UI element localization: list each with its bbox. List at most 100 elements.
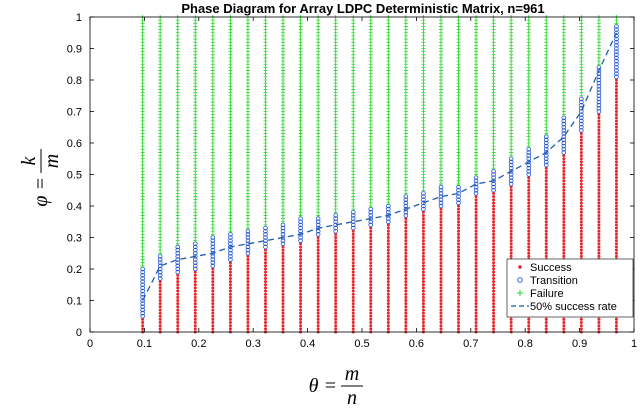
success-point — [457, 305, 461, 309]
success-point — [544, 179, 548, 183]
success-point — [579, 150, 583, 154]
success-point — [527, 229, 531, 233]
transition-point — [140, 272, 145, 278]
x-tick-label: 0.3 — [246, 338, 261, 350]
y-tick-label: 0.5 — [67, 170, 82, 182]
success-point — [316, 242, 320, 246]
success-point — [614, 138, 618, 142]
success-point — [263, 276, 267, 280]
success-point — [404, 217, 408, 221]
success-point — [597, 239, 601, 243]
success-point — [457, 207, 461, 211]
success-point — [404, 321, 408, 325]
success-point — [386, 292, 390, 296]
success-point — [527, 176, 531, 180]
success-point — [544, 223, 548, 227]
success-point — [474, 324, 478, 328]
success-point — [404, 314, 408, 318]
success-point — [562, 166, 566, 170]
success-point — [509, 232, 513, 236]
success-point — [281, 286, 285, 290]
success-point — [509, 213, 513, 217]
success-point — [579, 154, 583, 158]
transition-point — [438, 197, 444, 203]
success-point — [158, 292, 162, 296]
success-point — [246, 254, 250, 258]
success-point — [351, 245, 355, 249]
transition-point — [614, 58, 619, 64]
success-point — [509, 236, 513, 239]
success-point — [509, 207, 513, 211]
success-point — [369, 226, 373, 230]
success-point — [404, 283, 408, 287]
success-point — [281, 324, 285, 328]
success-point — [474, 201, 478, 205]
success-point — [474, 292, 478, 296]
success-point — [614, 103, 618, 107]
success-point — [544, 166, 548, 170]
success-point — [281, 264, 285, 268]
success-point — [562, 251, 566, 255]
success-point — [369, 276, 373, 280]
success-point — [492, 213, 496, 217]
transition-point — [263, 228, 268, 234]
success-point — [492, 220, 496, 224]
success-point — [369, 295, 373, 299]
success-point — [281, 289, 285, 293]
success-point — [579, 166, 583, 170]
success-point — [457, 242, 461, 246]
success-point — [492, 229, 496, 233]
success-point — [369, 254, 373, 258]
success-point — [351, 308, 355, 312]
transition-point — [596, 93, 602, 99]
success-point — [457, 232, 461, 236]
success-point — [211, 276, 215, 280]
transition-point — [315, 222, 321, 228]
success-point — [158, 295, 162, 299]
success-point — [316, 292, 320, 296]
success-point — [509, 321, 513, 325]
success-point — [334, 295, 338, 299]
success-point — [562, 242, 566, 246]
success-point — [176, 324, 180, 328]
success-point — [211, 317, 215, 321]
success-point — [369, 232, 373, 236]
success-point — [474, 210, 478, 214]
success-point — [299, 327, 303, 331]
success-point — [281, 314, 285, 318]
success-point — [439, 226, 443, 230]
transition-point — [473, 178, 479, 184]
success-point — [579, 254, 583, 258]
success-point — [176, 299, 180, 302]
success-point — [457, 251, 461, 255]
success-point — [316, 245, 320, 249]
success-point — [439, 236, 443, 239]
legend-success-label: Success — [530, 262, 572, 274]
success-point — [579, 147, 583, 151]
transition-point — [543, 147, 549, 152]
success-point — [579, 138, 583, 142]
success-point — [579, 191, 583, 195]
success-point — [334, 270, 338, 274]
success-point — [474, 232, 478, 236]
success-point — [386, 226, 390, 230]
success-point — [614, 201, 618, 205]
transition-point — [210, 260, 216, 266]
success-point — [492, 191, 496, 195]
success-point — [351, 242, 355, 246]
success-point — [614, 232, 618, 236]
success-point — [597, 220, 601, 224]
success-point — [263, 261, 267, 265]
success-point — [614, 125, 618, 129]
success-point — [334, 245, 338, 249]
success-point — [263, 324, 267, 328]
success-point — [439, 270, 443, 274]
success-point — [369, 327, 373, 331]
success-point — [474, 220, 478, 224]
success-point — [404, 242, 408, 246]
success-point — [614, 135, 618, 139]
success-point — [457, 258, 461, 262]
success-point — [474, 289, 478, 293]
success-point — [211, 283, 215, 287]
success-point — [404, 223, 408, 227]
